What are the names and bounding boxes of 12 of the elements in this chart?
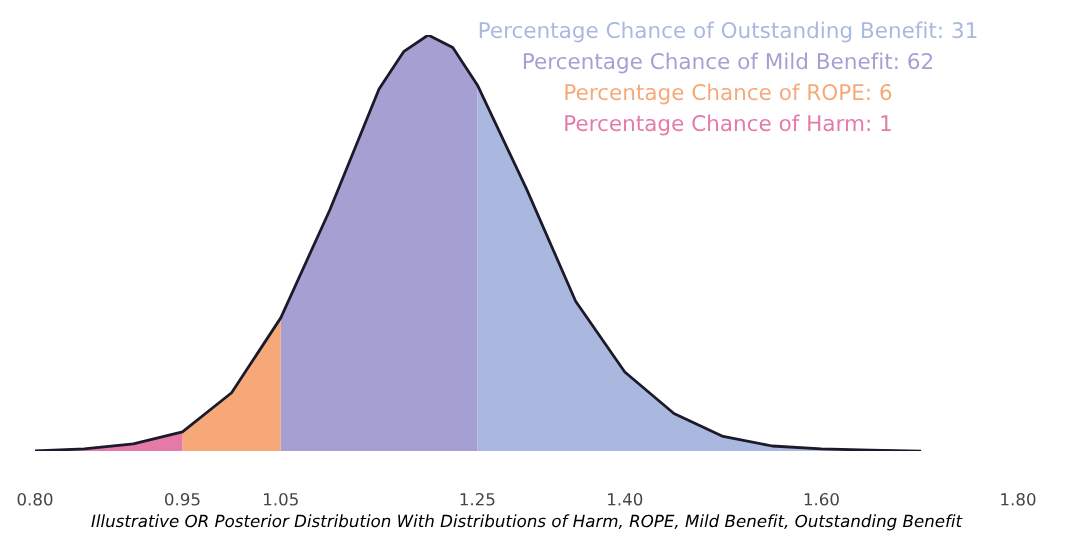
text: Percentage Chance of Mild Benefit: 62: [523, 52, 933, 74]
x-tick-label: 1.40: [608, 492, 643, 506]
x-axis-title: Illustrative OR Posterior Distribution With Distributions of Harm, ROPE, Mild Benefit, Outstanding Benefit: [91, 514, 963, 531]
x-tick-label: 1.05: [264, 492, 298, 506]
text: Percentage Chance of ROPE: 6: [565, 83, 892, 105]
x-tick-label: 1.25: [460, 492, 495, 506]
x-tick-label: 1.80: [1001, 492, 1036, 506]
x-tick-label: 0.80: [17, 492, 53, 506]
x-tick-label: 1.60: [804, 492, 839, 506]
series-label: Percentage Chance of Outstanding Benefit: 31: [479, 21, 977, 43]
text: Percentage Chance of Harm: 1: [565, 114, 891, 136]
x-tick-label: 0.95: [164, 492, 200, 506]
